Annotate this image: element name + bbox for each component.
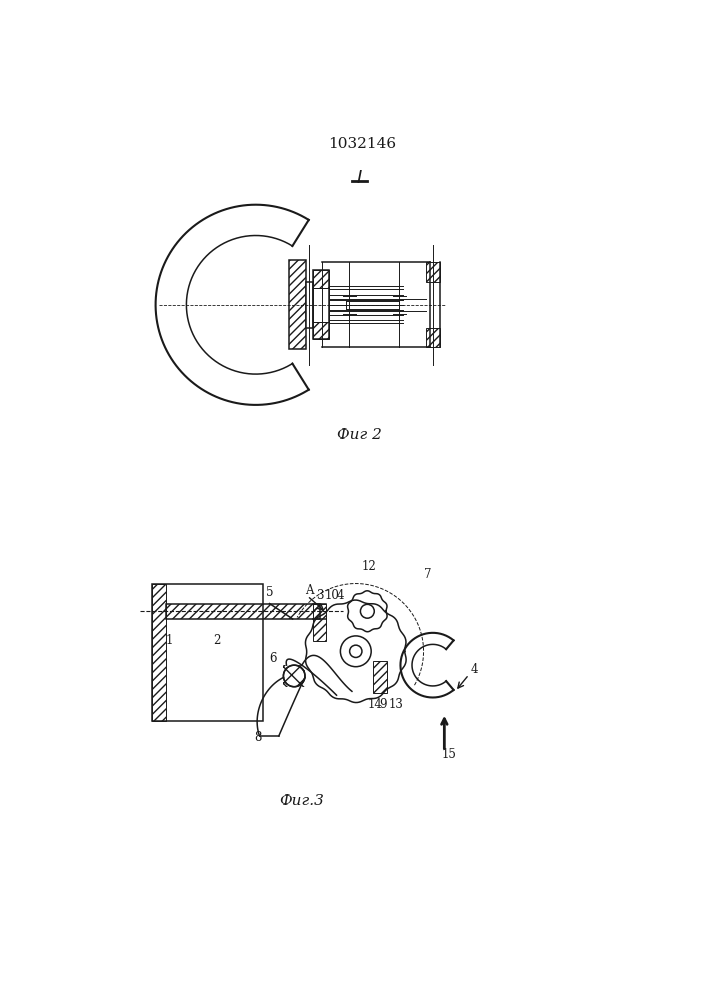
Bar [165, 604, 320, 619]
Text: 10: 10 [325, 589, 340, 602]
Text: 6: 6 [269, 652, 277, 665]
Text: 8: 8 [254, 731, 262, 744]
Text: 14: 14 [368, 698, 382, 711]
Text: 13: 13 [388, 698, 403, 711]
Text: 5: 5 [266, 586, 273, 599]
Bar [284, 665, 305, 687]
Bar [313, 288, 329, 322]
Bar [313, 604, 326, 641]
Text: 12: 12 [362, 560, 377, 573]
Bar [426, 328, 440, 347]
Text: 4: 4 [471, 663, 478, 676]
Text: 4: 4 [337, 589, 344, 602]
Text: 3: 3 [316, 589, 323, 602]
Text: 15: 15 [442, 748, 457, 761]
Bar [313, 270, 329, 288]
Text: 2: 2 [214, 634, 221, 647]
Text: Фиг 2: Фиг 2 [337, 428, 382, 442]
Text: A: A [305, 584, 313, 597]
Bar [288, 260, 305, 349]
Text: 1032146: 1032146 [328, 137, 396, 151]
Bar [152, 584, 165, 721]
Bar [313, 322, 329, 339]
Bar [426, 262, 440, 282]
Text: $\mathit{I}$: $\mathit{I}$ [356, 169, 363, 187]
Bar [305, 282, 313, 328]
Text: 7: 7 [423, 568, 431, 581]
Bar [152, 584, 264, 721]
Text: 9: 9 [379, 698, 387, 711]
Bar [373, 661, 387, 693]
Text: Фиг.3: Фиг.3 [279, 794, 325, 808]
Text: 1: 1 [165, 634, 173, 647]
Bar [313, 270, 329, 339]
